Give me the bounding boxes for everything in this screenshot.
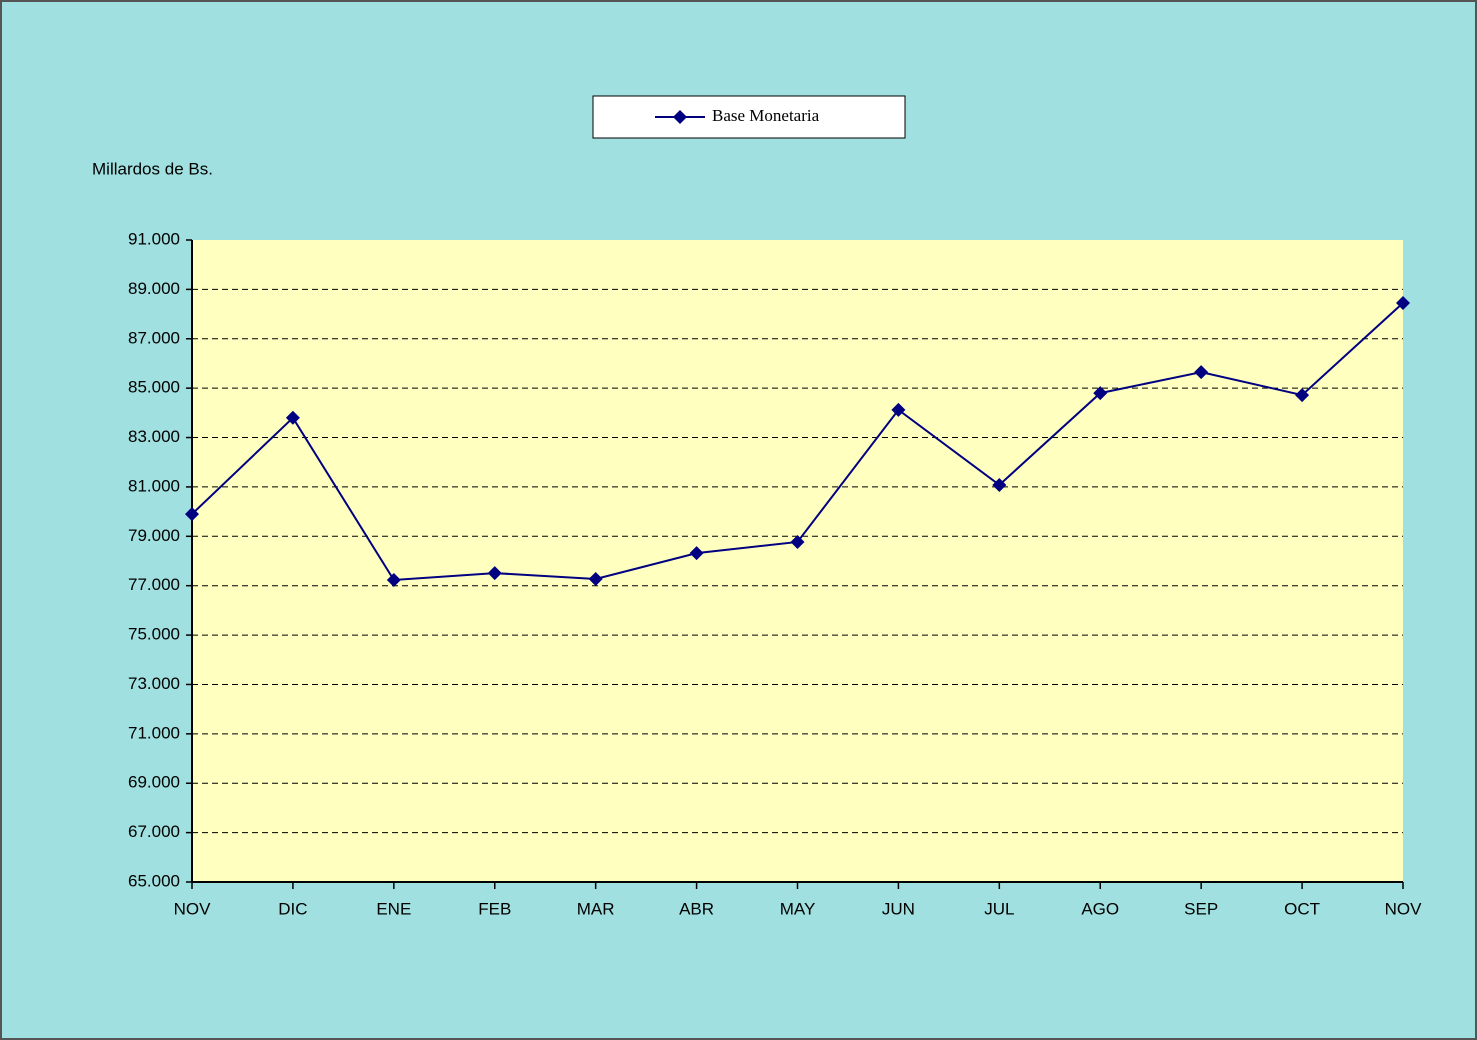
plot-area (192, 240, 1403, 882)
marker (891, 402, 906, 417)
legend-label: Base Monetaria (712, 106, 820, 125)
x-tick-label: JUL (984, 899, 1014, 918)
x-tick-label: ABR (679, 899, 714, 918)
y-tick-label: 91.000 (128, 229, 180, 248)
y-tick-label: 87.000 (128, 328, 180, 347)
marker (185, 507, 199, 522)
marker (285, 410, 300, 425)
x-tick-label: NOV (1385, 899, 1423, 918)
marker (1295, 388, 1310, 403)
marker (790, 534, 805, 549)
marker (689, 546, 704, 561)
marker (1194, 365, 1209, 380)
x-tick-label: MAY (780, 899, 816, 918)
marker (1093, 386, 1108, 401)
y-tick-label: 79.000 (128, 526, 180, 545)
x-tick-label: MAR (577, 899, 615, 918)
x-tick-label: NOV (174, 899, 212, 918)
y-tick-label: 73.000 (128, 674, 180, 693)
y-tick-label: 69.000 (128, 773, 180, 792)
y-axis-label: Millardos de Bs. (92, 159, 213, 178)
marker (588, 572, 603, 587)
x-tick-label: DIC (278, 899, 307, 918)
legend-marker (673, 110, 687, 124)
y-tick-label: 71.000 (128, 723, 180, 742)
y-tick-label: 77.000 (128, 575, 180, 594)
y-tick-label: 75.000 (128, 625, 180, 644)
marker (386, 573, 401, 588)
marker (992, 477, 1007, 492)
x-tick-label: OCT (1284, 899, 1320, 918)
y-tick-label: 89.000 (128, 279, 180, 298)
legend (592, 95, 906, 139)
x-tick-label: AGO (1081, 899, 1119, 918)
y-tick-label: 85.000 (128, 378, 180, 397)
y-tick-label: 67.000 (128, 822, 180, 841)
y-tick-label: 81.000 (128, 476, 180, 495)
y-tick-label: 83.000 (128, 427, 180, 446)
marker (1396, 295, 1410, 310)
x-tick-label: ENE (376, 899, 411, 918)
marker (487, 566, 502, 581)
y-tick-label: 65.000 (128, 871, 180, 890)
x-tick-label: SEP (1184, 899, 1218, 918)
x-tick-label: JUN (882, 899, 915, 918)
x-tick-label: FEB (478, 899, 511, 918)
